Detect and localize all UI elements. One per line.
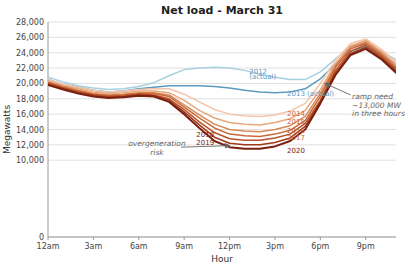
series-line (48, 39, 396, 117)
x-tick-label: 3pm (266, 242, 284, 251)
series-line (48, 44, 396, 137)
y-tick-label: 26,000 (16, 33, 44, 42)
y-tick-label: 24,000 (16, 49, 44, 58)
x-tick-label: 9pm (357, 242, 375, 251)
x-tick-label: 12am (37, 242, 60, 251)
annotation-line: 2014 (287, 110, 305, 118)
grid-line (48, 129, 396, 130)
title: Net load - March 31 (161, 4, 283, 17)
y-axis-label: Megawatts (2, 105, 12, 154)
y-axis (48, 22, 49, 237)
annotation-line: 2020 (287, 147, 305, 155)
annotation-line: 2015 (287, 118, 305, 126)
x-axis (48, 237, 396, 238)
y-tick-label: 0 (39, 233, 44, 242)
grid-line (48, 83, 396, 84)
annotations: 2012(actual)2013 (actual)201420152016201… (128, 68, 405, 157)
annotation-line: 2017 (287, 134, 305, 142)
grid-line (48, 98, 396, 99)
y-tick-label: 22,000 (16, 64, 44, 73)
grid (48, 22, 396, 237)
annotation-line: in three hours (352, 109, 405, 118)
annotation: 2020 (287, 147, 305, 155)
annotation-arrow (181, 146, 229, 148)
series-line (48, 45, 396, 140)
x-tick-label: 6pm (311, 242, 329, 251)
annotation: overgenerationrisk (128, 139, 186, 157)
annotation-line: 2013 (actual) (287, 90, 334, 98)
grid-line (48, 114, 396, 115)
lines (48, 39, 396, 149)
y-tick-label: 10,000 (16, 156, 44, 165)
grid-line (48, 22, 396, 23)
annotation: (actual) (249, 73, 276, 81)
x-tick-label: 9am (175, 242, 193, 251)
annotation: 2015 (287, 118, 305, 126)
x-tick-label: 6am (130, 242, 148, 251)
y-tick-label: 16,000 (16, 110, 44, 119)
annotation-arrow (325, 83, 351, 95)
y-tick-label: 18,000 (16, 95, 44, 104)
annotation: 2014 (287, 110, 305, 118)
y-tick-label: 12,000 (16, 141, 44, 150)
series-line (48, 47, 396, 145)
grid-line (48, 160, 396, 161)
series-line (48, 49, 396, 149)
series-line (48, 40, 396, 124)
annotation: 2017 (287, 134, 305, 142)
annotation: ramp need~13,000 MWin three hours (352, 92, 405, 118)
x-tick-label: 12pm (218, 242, 241, 251)
y-tick-label: 14,000 (16, 126, 44, 135)
x-axis-label: Hour (211, 254, 233, 264)
grid-line (48, 37, 396, 38)
grid-line (48, 237, 396, 238)
series-line (48, 42, 396, 132)
chart: 0 10,000 12,000 14,000 16,000 18,000 20,000 22,… (0, 0, 408, 267)
annotation-line: risk (150, 148, 164, 157)
annotation-line: (actual) (249, 73, 276, 81)
x-tick-label: 3am (84, 242, 102, 251)
y-tick-label: 28,000 (16, 18, 44, 27)
y-tick-label: 20,000 (16, 79, 44, 88)
annotation: 2013 (actual) (287, 90, 334, 98)
